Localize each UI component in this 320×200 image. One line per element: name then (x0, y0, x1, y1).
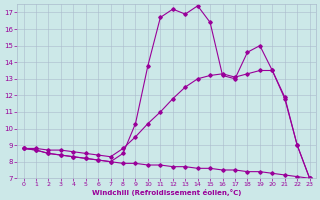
X-axis label: Windchill (Refroidissement éolien,°C): Windchill (Refroidissement éolien,°C) (92, 189, 241, 196)
